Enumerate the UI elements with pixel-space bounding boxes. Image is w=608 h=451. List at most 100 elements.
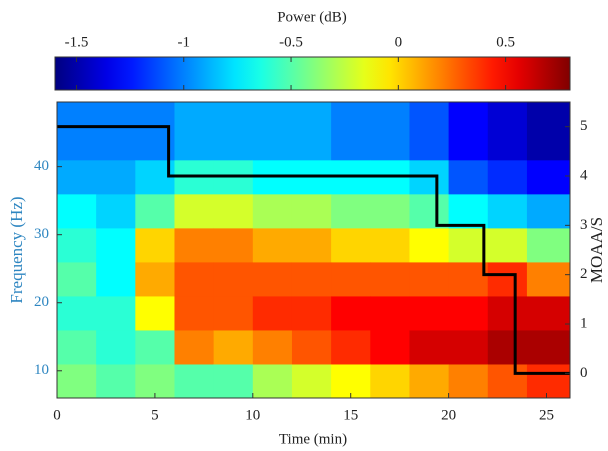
x-axis-label: Time (min) xyxy=(279,431,347,447)
heatmap-cell xyxy=(174,363,215,399)
heatmap-cell xyxy=(370,193,410,229)
x-tick-label: 20 xyxy=(441,407,456,423)
heatmap-cell xyxy=(370,329,410,365)
heatmap-cell xyxy=(252,227,293,263)
heatmap-cell xyxy=(331,363,371,399)
heatmap-cell xyxy=(370,363,410,399)
heatmap-cell xyxy=(409,261,450,297)
colorbar-tick-label: 0 xyxy=(395,34,403,50)
y2-tick-label: 5 xyxy=(580,118,588,134)
heatmap-cell xyxy=(409,295,450,331)
heatmap-cell xyxy=(487,329,528,365)
heatmap-cell xyxy=(448,261,489,297)
y2-tick-label: 1 xyxy=(580,315,588,331)
y2-tick-label: 2 xyxy=(580,266,588,282)
y2-axis-label: MOAA/S xyxy=(587,217,606,283)
heatmap-cell xyxy=(57,159,97,195)
heatmap-cell xyxy=(448,329,489,365)
heatmap-cell xyxy=(252,295,293,331)
heatmap-cell xyxy=(96,102,136,161)
heatmap-cell xyxy=(409,363,450,399)
heatmap-cell xyxy=(96,193,136,229)
y-tick-label: 30 xyxy=(34,226,49,242)
heatmap-cell xyxy=(331,261,371,297)
heatmap-cell xyxy=(213,363,254,399)
heatmap-cell xyxy=(174,295,215,331)
heatmap-cell xyxy=(487,193,528,229)
heatmap-cell xyxy=(213,102,254,161)
heatmap-cell xyxy=(448,363,489,399)
heatmap-cell xyxy=(96,261,136,297)
heatmap-cell xyxy=(96,329,136,365)
heatmap-cell xyxy=(526,102,571,161)
heatmap-cell xyxy=(213,261,254,297)
heatmap-cell xyxy=(526,193,571,229)
heatmap-cell xyxy=(252,102,293,161)
x-tick-label: 5 xyxy=(151,407,159,423)
plot-frame xyxy=(56,101,571,399)
heatmap-cell xyxy=(57,261,97,297)
heatmap-cell xyxy=(370,227,410,263)
heatmap-cell xyxy=(291,295,332,331)
step-line xyxy=(57,125,570,375)
heatmap-cell xyxy=(526,363,571,399)
heatmap-cell xyxy=(291,363,332,399)
y-tick-label: 10 xyxy=(34,362,49,378)
colorbar-tick-label: -1.5 xyxy=(65,34,89,50)
heatmap-cell xyxy=(487,261,528,297)
y-tick-label: 40 xyxy=(34,158,49,174)
heatmap-cell xyxy=(213,227,254,263)
y-axis-label: Frequency (Hz) xyxy=(7,196,26,303)
heatmap-cell xyxy=(57,227,97,263)
heatmap-cell xyxy=(135,261,175,297)
colorbar xyxy=(54,56,571,91)
heatmap-cell xyxy=(487,295,528,331)
heatmap-cell xyxy=(448,193,489,229)
heatmap-cell xyxy=(409,227,450,263)
heatmap-cell xyxy=(526,227,571,263)
x-tick-label: 10 xyxy=(245,407,260,423)
heatmap-cell xyxy=(96,363,136,399)
heatmap-cell xyxy=(331,193,371,229)
x-tick-label: 25 xyxy=(539,407,554,423)
heatmap-cell xyxy=(291,227,332,263)
heatmap-cell xyxy=(448,102,489,161)
y2-tick-label: 0 xyxy=(580,365,588,381)
heatmap-cell xyxy=(252,261,293,297)
heatmap-cell xyxy=(96,295,136,331)
heatmap-cell xyxy=(252,363,293,399)
colorbar-label: Power (dB) xyxy=(277,9,347,25)
x-tick-label: 0 xyxy=(53,407,61,423)
heatmap-cell xyxy=(252,193,293,229)
heatmap-cell xyxy=(487,102,528,161)
heatmap-cell xyxy=(331,227,371,263)
heatmap-cell xyxy=(291,102,332,161)
heatmap-cell xyxy=(331,295,371,331)
y2-tick-label: 3 xyxy=(580,217,588,233)
heatmap-cell xyxy=(174,193,215,229)
heatmap-cell xyxy=(57,363,97,399)
colorbar-tick-label: -0.5 xyxy=(279,34,303,50)
heatmap-cell xyxy=(174,227,215,263)
heatmap-cell xyxy=(57,102,97,161)
heatmap-cell xyxy=(487,227,528,263)
heatmap-cell xyxy=(526,159,571,195)
heatmap-cell xyxy=(331,102,371,161)
heatmap-cell xyxy=(291,329,332,365)
heatmap-cell xyxy=(252,329,293,365)
heatmap-cell xyxy=(487,159,528,195)
colorbar-tick-label: -1 xyxy=(178,34,191,50)
heatmap-cell xyxy=(174,329,215,365)
heatmap-cell xyxy=(174,102,215,161)
heatmap-cell xyxy=(174,261,215,297)
heatmap-cell xyxy=(291,193,332,229)
heatmap-cell xyxy=(331,329,371,365)
heatmap-cell xyxy=(487,363,528,399)
heatmap-cell xyxy=(135,329,175,365)
heatmap-cell xyxy=(409,102,450,161)
heatmap-cell xyxy=(448,159,489,195)
heatmap-cell xyxy=(57,193,97,229)
heatmap-cell xyxy=(448,295,489,331)
